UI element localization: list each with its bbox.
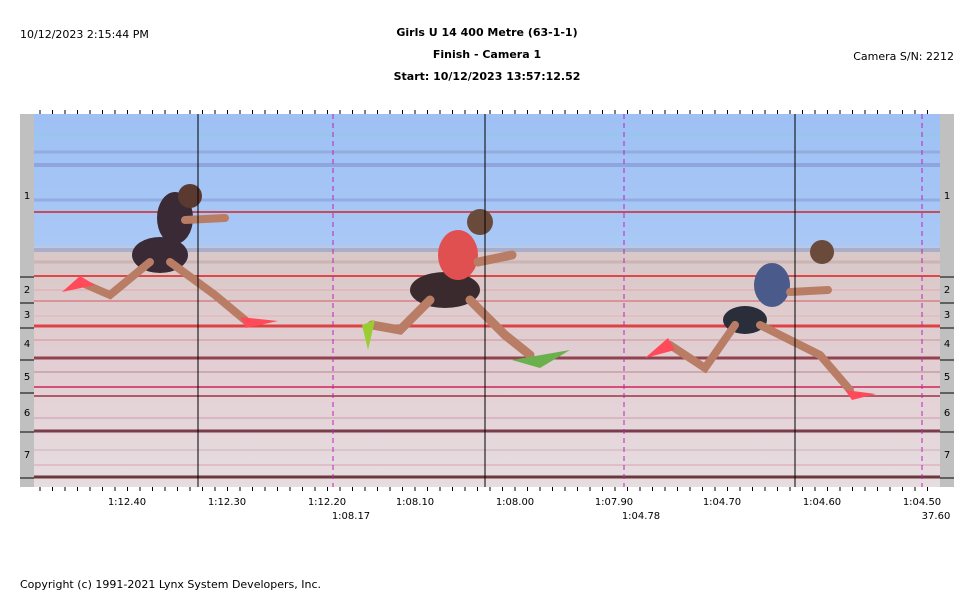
lane-label: 6 bbox=[944, 408, 950, 419]
timestamp: 10/12/2023 2:15:44 PM bbox=[20, 28, 149, 41]
copyright: Copyright (c) 1991-2021 Lynx System Deve… bbox=[20, 578, 322, 591]
lane-label: 5 bbox=[944, 372, 950, 383]
time-label: 1:08.00 bbox=[496, 497, 534, 508]
time-label: 1:12.30 bbox=[208, 497, 246, 508]
split-label: 37.60 bbox=[922, 511, 951, 522]
lane-label: 2 bbox=[944, 285, 950, 296]
lane-label: 3 bbox=[24, 310, 30, 321]
runners bbox=[62, 184, 876, 400]
start-time: Start: 10/12/2023 13:57:12.52 bbox=[393, 70, 581, 83]
time-label: 1:12.40 bbox=[108, 497, 146, 508]
lane-label: 3 bbox=[944, 310, 950, 321]
lane-label: 1 bbox=[24, 191, 30, 202]
lane-label: 1 bbox=[944, 191, 950, 202]
time-label: 1:04.60 bbox=[803, 497, 841, 508]
lane-label: 5 bbox=[24, 372, 30, 383]
time-label: 1:04.50 bbox=[903, 497, 941, 508]
race-title: Girls U 14 400 Metre (63-1-1) bbox=[396, 26, 578, 39]
split-label: 1:04.78 bbox=[622, 511, 660, 522]
lane-label: 4 bbox=[944, 339, 950, 350]
lane-label: 7 bbox=[24, 450, 30, 461]
lane-label: 2 bbox=[24, 285, 30, 296]
time-label: 1:12.20 bbox=[308, 497, 346, 508]
time-label: 1:04.70 bbox=[703, 497, 741, 508]
camera-title: Finish - Camera 1 bbox=[432, 48, 542, 61]
split-label: 1:08.17 bbox=[332, 511, 370, 522]
lane-label: 4 bbox=[24, 339, 30, 350]
camera-serial: Camera S/N: 2212 bbox=[853, 50, 954, 63]
time-label: 1:08.10 bbox=[396, 497, 434, 508]
time-label: 1:07.90 bbox=[595, 497, 633, 508]
lane-label: 7 bbox=[944, 450, 950, 461]
lane-label: 6 bbox=[24, 408, 30, 419]
